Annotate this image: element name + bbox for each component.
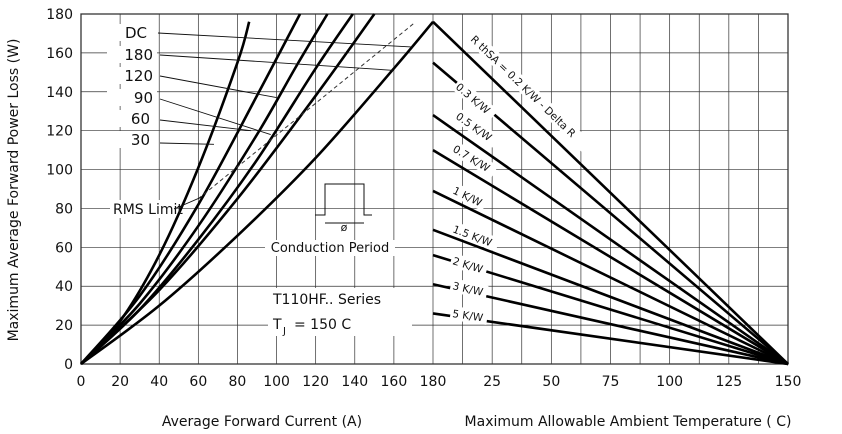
- x-tick-label-right: 100: [656, 374, 683, 390]
- rthsa-label: R thSA = 0.2 K/W - Delta R: [468, 34, 578, 140]
- y-tick-label: 60: [55, 240, 73, 256]
- leader-line: [159, 142, 214, 145]
- rthsa-line-6: [432, 253, 789, 366]
- labels: DC 180 120 90 60 30 RMS Limit R thSA = 0.2 K/W …: [101, 24, 597, 325]
- leader-line: [159, 98, 271, 135]
- y-tick-label: 140: [46, 85, 73, 101]
- label-bg: [107, 67, 157, 84]
- rms-limit-line: [198, 23, 414, 200]
- x-tick-label-left: 160: [381, 374, 408, 390]
- curve-120: [80, 13, 354, 365]
- label-bg: [104, 131, 154, 148]
- right-lines: [432, 20, 789, 366]
- leader-line: [159, 75, 277, 99]
- tj-subscript: J: [282, 326, 286, 337]
- tj-value: = 150 C: [294, 317, 351, 333]
- x-tick-label-left: 180: [420, 374, 447, 390]
- rthsa-label-group: 3 K/W: [449, 277, 489, 300]
- x-tick-label-left: 120: [302, 374, 329, 390]
- y-tick-label: 160: [46, 46, 73, 62]
- rthsa-line-4: [432, 189, 789, 366]
- rthsa-label: 5 K/W: [452, 308, 485, 324]
- y-tick-label: 0: [64, 357, 73, 373]
- rthsa-line-3: [432, 148, 789, 366]
- curve-label: DC: [125, 24, 147, 42]
- rthsa-label-group: 5 K/W: [449, 305, 489, 325]
- x-tick-label-left: 40: [150, 374, 168, 390]
- label-bg: [101, 24, 151, 41]
- rms-limit-label: RMS Limit: [113, 202, 183, 218]
- left-curves: [80, 13, 434, 366]
- label-bg: [107, 46, 157, 63]
- y-axis-label: Maximum Average Forward Power Loss (W): [6, 39, 22, 342]
- curve-label: 120: [124, 67, 153, 85]
- label-bg: [104, 110, 154, 127]
- x-tick-label-right: 50: [542, 374, 560, 390]
- rthsa-label: 2 K/W: [451, 255, 485, 276]
- label-bg: [107, 89, 157, 106]
- rthsa-line-5: [432, 228, 789, 366]
- curve-30: [80, 21, 251, 365]
- phi-symbol: ø: [341, 221, 348, 234]
- curve-label: 90: [134, 89, 153, 107]
- x-tick-label-left: 100: [263, 374, 290, 390]
- y-tick-label: 20: [55, 318, 73, 334]
- y-tick-label: 100: [46, 163, 73, 179]
- curve-label: 60: [131, 110, 150, 128]
- x-tick-label-right: 150: [775, 374, 802, 390]
- x-tick-label-left: 80: [229, 374, 247, 390]
- y-tick-label: 40: [55, 279, 73, 295]
- y-tick-label: 80: [55, 201, 73, 217]
- leader-line: [159, 54, 394, 71]
- y-tick-label: 120: [46, 124, 73, 140]
- x-tick-label-right: 25: [483, 374, 501, 390]
- rthsa-label-group: 2 K/W: [449, 252, 489, 278]
- y-tick-label: 180: [46, 7, 73, 23]
- curve-label: 180: [124, 46, 153, 64]
- leader-line: [159, 119, 252, 132]
- rthsa-line-2: [432, 114, 789, 366]
- x-axis-label-right: Maximum Allowable Ambient Temperature ( …: [465, 414, 792, 430]
- x-tick-label-left: 20: [111, 374, 129, 390]
- x-tick-label-right: 75: [602, 374, 620, 390]
- rthsa-label: 3 K/W: [451, 280, 484, 299]
- rthsa-line-0: [432, 20, 789, 365]
- conduction-period-annotation: ø Conduction Period: [265, 183, 395, 256]
- rthsa-line-8: [432, 312, 789, 366]
- series-title: T110HF.. Series: [272, 292, 381, 308]
- rthsa-label-group: 1.5 K/W: [449, 221, 501, 252]
- rthsa-label-group: 1 K/W: [448, 182, 489, 212]
- x-axis-label-left: Average Forward Current (A): [162, 414, 362, 430]
- x-tick-label-left: 0: [77, 374, 86, 390]
- curve-label: 30: [131, 131, 150, 149]
- rthsa-line-7: [432, 283, 789, 366]
- x-tick-label-left: 60: [189, 374, 207, 390]
- x-tick-label-right: 125: [715, 374, 742, 390]
- tj-symbol: T: [272, 317, 282, 333]
- curve-90: [80, 13, 329, 365]
- curve-dc: [80, 20, 434, 366]
- leader-line: [157, 32, 414, 48]
- conduction-period-label: Conduction Period: [271, 241, 389, 256]
- x-tick-label-left: 140: [341, 374, 368, 390]
- tick-labels: 0 20 40 60 80 100 120 140 160 180 0 20 40 60 80 100 120 1…: [46, 7, 801, 390]
